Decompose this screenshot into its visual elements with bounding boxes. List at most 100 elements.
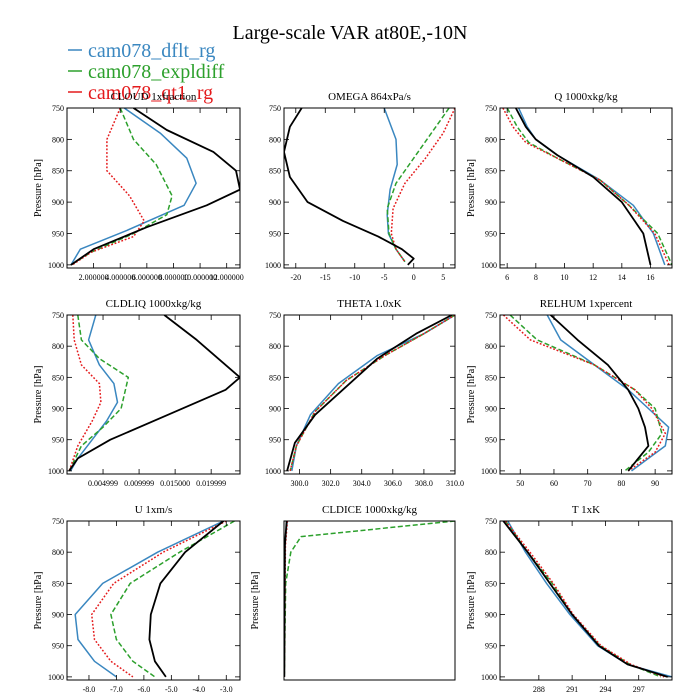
series-line — [68, 315, 240, 472]
y-tick-label: 950 — [485, 229, 497, 238]
y-tick-label: 750 — [485, 311, 497, 320]
y-tick-label: 950 — [269, 229, 281, 238]
y-tick-label: 1000 — [48, 467, 64, 476]
series-line — [504, 521, 665, 678]
panel-title: RELHUM 1xpercent — [540, 298, 633, 310]
series-line — [383, 108, 406, 263]
y-tick-label: 800 — [485, 342, 497, 351]
x-tick-label: 80 — [617, 479, 625, 488]
series-line — [284, 521, 455, 677]
series-group — [284, 108, 455, 266]
x-tick-label: 16 — [647, 273, 655, 282]
plot-frame — [283, 107, 456, 269]
series-group — [284, 521, 455, 677]
x-tick-label: 310.0 — [446, 479, 464, 488]
plot-frame — [283, 520, 456, 681]
series-line — [148, 521, 225, 678]
panel-title: CLDICE 1000xkg/kg — [322, 504, 418, 516]
x-tick-label: 291 — [566, 685, 578, 694]
x-tick-label: 308.0 — [415, 479, 433, 488]
y-tick-label: 800 — [52, 342, 64, 351]
series-line — [502, 315, 667, 472]
y-tick-label: 750 — [269, 104, 281, 113]
series-line — [284, 521, 288, 677]
x-tick-label: 70 — [584, 479, 592, 488]
plot-frame — [499, 107, 673, 269]
x-tick-label: -7.0 — [110, 685, 123, 694]
y-tick-label: 800 — [485, 548, 497, 557]
x-tick-label: 14 — [618, 273, 626, 282]
y-tick-label: 850 — [485, 373, 497, 382]
panel-2: Q 1000xkg/kg 750 800 850 900 950 1000 6 8 10 12 14 1… — [466, 91, 673, 282]
series-line — [110, 521, 235, 678]
y-tick-label: 750 — [485, 104, 497, 113]
series-line — [289, 315, 455, 472]
series-line — [70, 108, 197, 266]
series-line — [289, 315, 455, 472]
x-tick-label: 8.000000 — [158, 273, 188, 282]
y-tick-label: 950 — [52, 229, 64, 238]
y-tick-label: 1000 — [48, 261, 64, 270]
series-line — [70, 108, 240, 266]
series-line — [549, 315, 650, 472]
x-tick-label: 12 — [589, 273, 597, 282]
x-tick-label: 8 — [534, 273, 538, 282]
x-tick-label: -3.0 — [220, 685, 233, 694]
x-tick-label: 297 — [633, 685, 645, 694]
plot-frame — [66, 520, 241, 681]
series-line — [506, 108, 672, 266]
series-line — [504, 521, 662, 678]
y-axis-label: Pressure [hPa] — [33, 159, 44, 217]
y-tick-label: 750 — [52, 517, 64, 526]
series-line — [502, 108, 670, 266]
y-tick-label: 800 — [52, 548, 64, 557]
series-line — [515, 108, 652, 266]
y-tick-label: 1000 — [481, 673, 497, 682]
panel-title: T 1xK — [572, 504, 600, 516]
x-tick-label: 10 — [561, 273, 569, 282]
y-tick-label: 1000 — [265, 467, 281, 476]
x-tick-label: -15 — [320, 273, 331, 282]
x-tick-label: -8.0 — [83, 685, 96, 694]
panel-5: RELHUM 1xpercent 750 800 850 900 950 1000 50 60 7… — [466, 298, 673, 488]
x-tick-label: 288 — [533, 685, 545, 694]
legend-entry: cam078_expldiff — [88, 61, 225, 83]
x-tick-label: 2.000000 — [79, 273, 109, 282]
y-axis-label: Pressure [hPa] — [466, 571, 477, 629]
series-line — [546, 315, 670, 472]
x-tick-label: -5 — [381, 273, 388, 282]
y-tick-label: 900 — [52, 198, 64, 207]
x-tick-label: 60 — [550, 479, 558, 488]
legend-entry: cam078_qt1_rg — [88, 82, 213, 104]
plot-frame — [499, 314, 673, 475]
y-tick-label: 950 — [269, 436, 281, 445]
y-tick-label: 750 — [52, 104, 64, 113]
y-tick-label: 900 — [485, 405, 497, 414]
y-tick-label: 800 — [269, 135, 281, 144]
plot-frame — [499, 520, 673, 681]
series-line — [68, 315, 130, 472]
panel-3: CLDLIQ 1000xkg/kg 750 800 850 900 950 1000 0.00… — [33, 298, 241, 488]
y-tick-label: 900 — [52, 405, 64, 414]
y-tick-label: 950 — [52, 436, 64, 445]
x-tick-label: 0.019999 — [196, 479, 226, 488]
x-tick-label: 0 — [412, 273, 416, 282]
series-line — [390, 108, 455, 263]
panel-1: OMEGA 864xPa/s 750 800 850 900 950 1000 -20 -15 -… — [265, 91, 456, 282]
series-line — [69, 315, 119, 472]
series-line — [90, 521, 227, 678]
x-tick-label: 6.000000 — [132, 273, 162, 282]
panel-title: CLDLIQ 1000xkg/kg — [106, 298, 202, 310]
x-tick-label: 306.0 — [384, 479, 402, 488]
x-tick-label: 0.015000 — [160, 479, 190, 488]
x-tick-label: 50 — [516, 479, 524, 488]
panel-grid: CLOUD 1xfraction75080085090095010002.000… — [33, 91, 673, 694]
y-tick-label: 800 — [52, 135, 64, 144]
series-group — [70, 108, 240, 266]
series-group — [502, 108, 672, 266]
y-tick-label: 750 — [52, 311, 64, 320]
y-tick-label: 900 — [485, 198, 497, 207]
x-tick-label: 90 — [651, 479, 659, 488]
y-tick-label: 950 — [485, 436, 497, 445]
panel-4: THETA 1.0xK 750 800 850 900 950 1000 300.0 302.0… — [265, 298, 464, 488]
